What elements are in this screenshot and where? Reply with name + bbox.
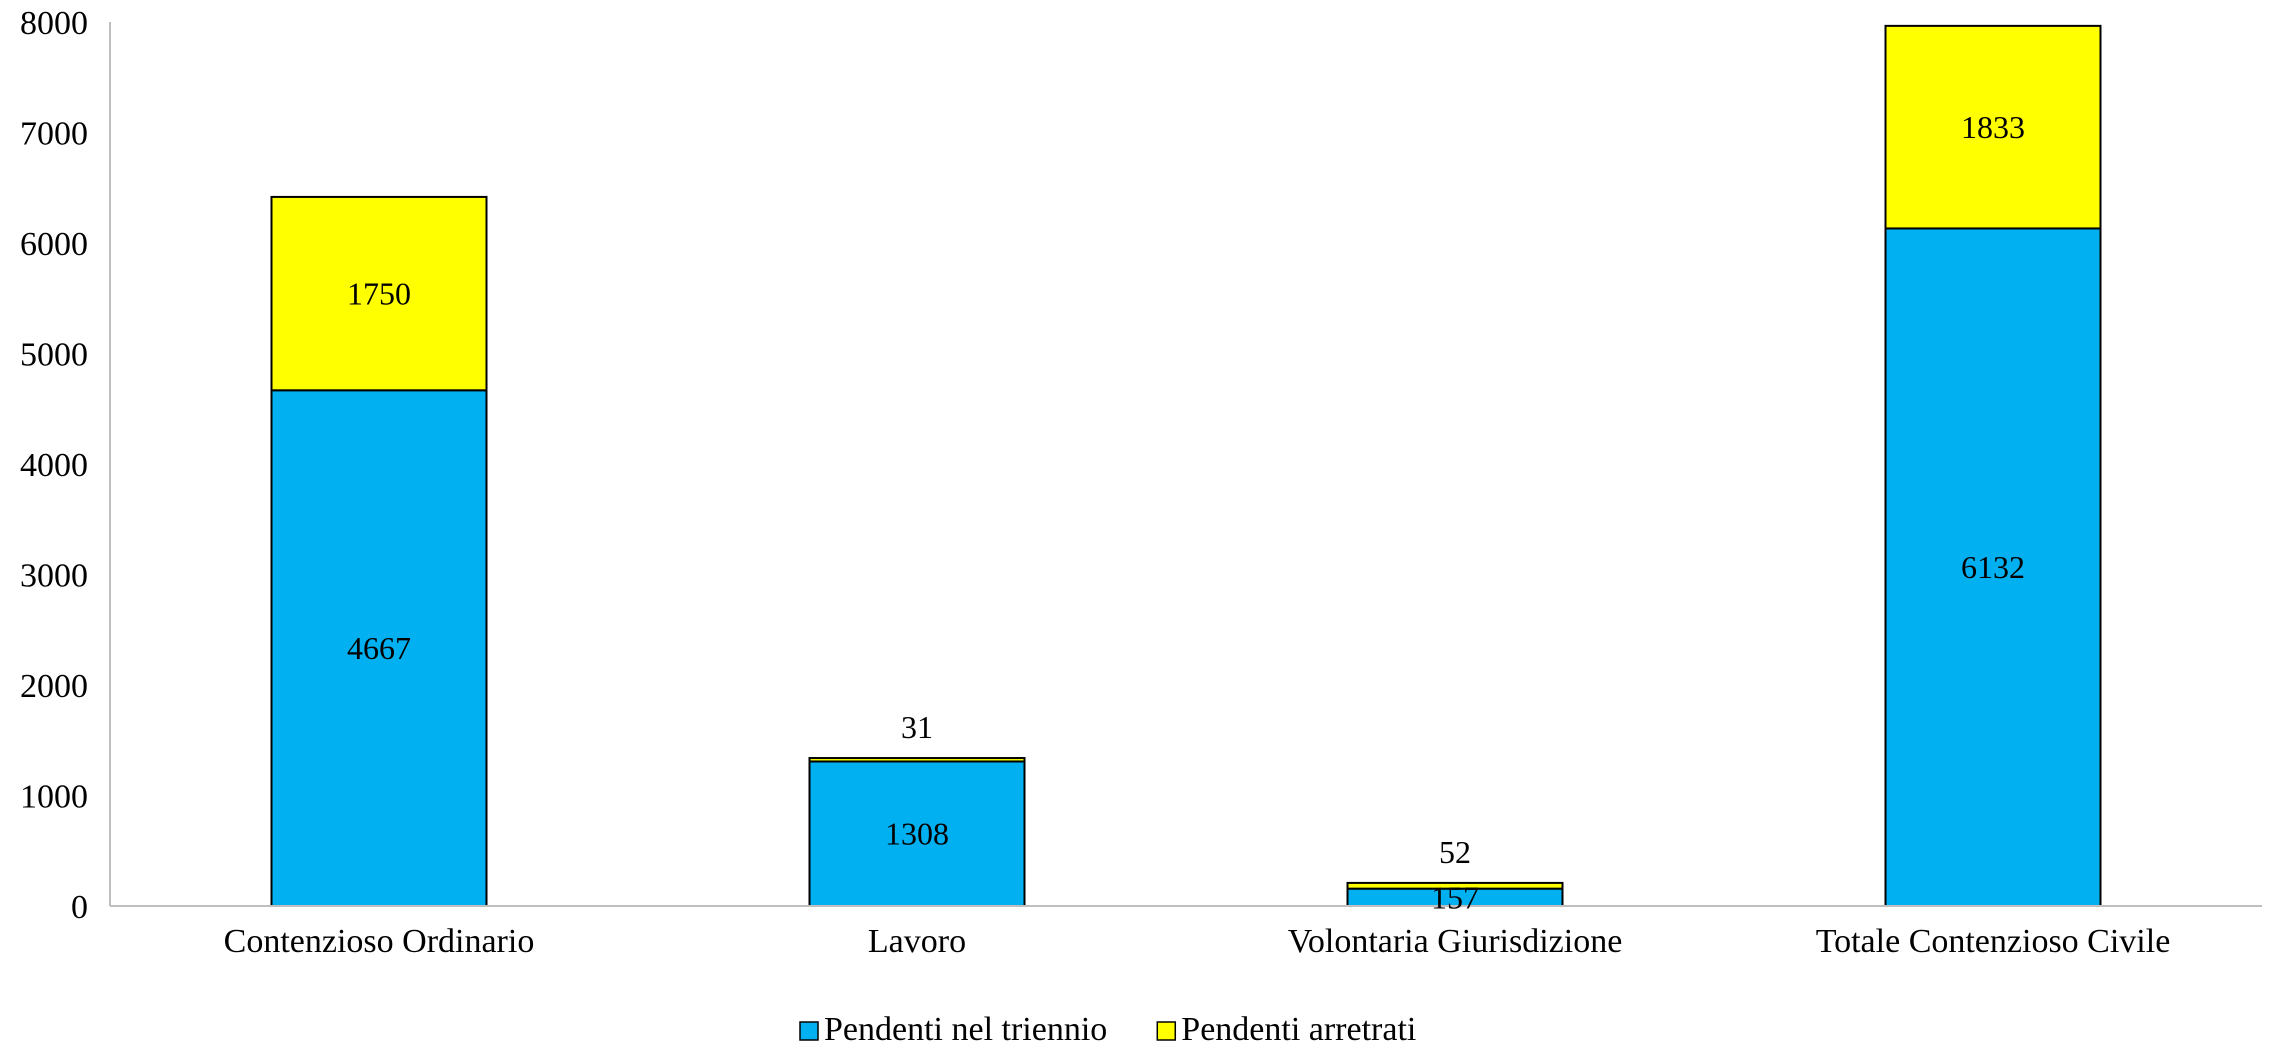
x-category-label: Volontaria Giurisdizione — [1288, 923, 1623, 960]
y-tick-label: 0 — [71, 889, 88, 926]
bar-pendenti-arretrati-volontaria-giurisdizione — [1346, 881, 1564, 890]
legend-swatch — [1156, 1021, 1177, 1041]
bars-layer — [270, 24, 2102, 907]
y-tick-label: 7000 — [20, 116, 88, 153]
data-label-pendenti-arretrati-lavoro: 31 — [901, 709, 933, 745]
bar-pendenti-arretrati-contenzioso-ordinario — [270, 195, 488, 392]
data-label-pendenti-nel-triennio-volontaria-giurisdizione: 157 — [1431, 879, 1479, 915]
y-tick-label: 2000 — [20, 668, 88, 705]
y-tick-label: 8000 — [20, 5, 88, 42]
legend-swatch — [799, 1021, 819, 1041]
x-category-label: Contenzioso Ordinario — [224, 923, 535, 960]
y-tick-label: 3000 — [20, 558, 88, 595]
legend-label: Pendenti arretrati — [1181, 1011, 1416, 1048]
data-label-pendenti-arretrati-contenzioso-ordinario: 1750 — [347, 276, 411, 312]
bar-pendenti-arretrati-totale-contenzioso-civile — [1884, 24, 2102, 230]
data-label-pendenti-nel-triennio-lavoro: 1308 — [885, 816, 949, 852]
data-label-pendenti-arretrati-volontaria-giurisdizione: 52 — [1439, 834, 1471, 870]
y-tick-label: 1000 — [20, 779, 88, 816]
axes-layer: 0 1000 2000 3000 4000 5000 6000 7000 8000 Contenz… — [20, 5, 2262, 960]
y-tick-label: 5000 — [20, 337, 88, 374]
data-label-pendenti-arretrati-totale-contenzioso-civile: 1833 — [1961, 109, 2025, 145]
bar-pendenti-arretrati-lavoro — [808, 757, 1026, 763]
labels-layer: 4667 1750 1308 31 157 52 6132 1833 — [347, 109, 2025, 915]
y-tick-label: 6000 — [20, 226, 88, 263]
legend-item-pendenti-nel-triennio: Pendenti nel triennio — [799, 1011, 1107, 1048]
x-category-label: Totale Contenzioso Civile — [1816, 923, 2171, 960]
legend-item-pendenti-arretrati: Pendenti arretrati — [1156, 1011, 1416, 1048]
legend: Pendenti nel triennio Pendenti arretrati — [799, 1011, 1416, 1048]
x-category-label: Lavoro — [868, 923, 966, 960]
data-label-pendenti-nel-triennio-totale-contenzioso-civile: 6132 — [1961, 549, 2025, 585]
bar-pendenti-nel-triennio-contenzioso-ordinario — [270, 389, 488, 907]
y-tick-label: 4000 — [20, 447, 88, 484]
data-label-pendenti-nel-triennio-contenzioso-ordinario: 4667 — [347, 630, 411, 666]
legend-label: Pendenti nel triennio — [824, 1011, 1107, 1048]
